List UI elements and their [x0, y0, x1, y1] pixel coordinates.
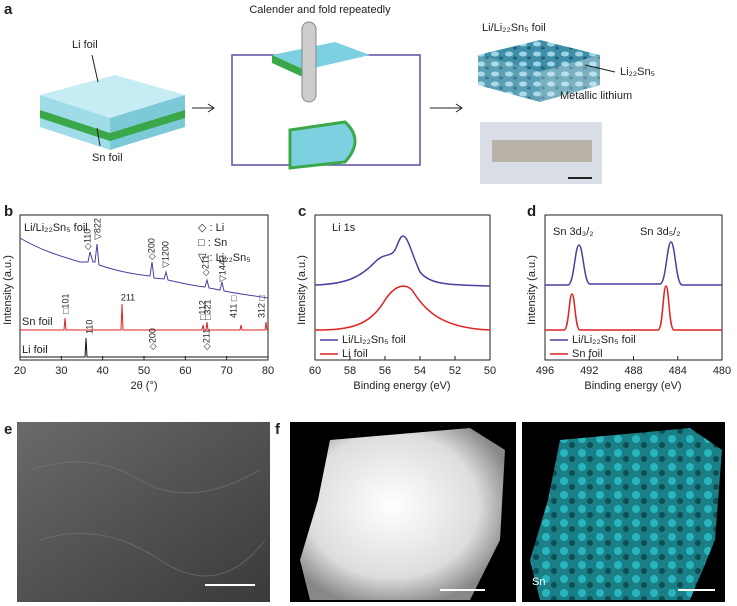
y-label: Intensity (a.u.): [526, 255, 538, 325]
peak-label: □321: [202, 300, 212, 320]
x-tick-label: 492: [580, 365, 598, 377]
plot-frame: [19, 214, 269, 361]
x-tick-label: 20: [14, 365, 26, 377]
x-tick-label: 52: [449, 365, 461, 377]
x-tick-label: 58: [344, 365, 356, 377]
panel-label: c: [298, 203, 306, 220]
x-tick-label: 484: [669, 365, 687, 377]
x-tick-label: 80: [262, 365, 274, 377]
plot-frame: [314, 214, 491, 361]
peak-label: ◇211: [201, 329, 211, 350]
peak-label: Sn 3d₃/₂: [553, 226, 594, 238]
element-label: Sn: [532, 576, 545, 588]
calender: [272, 21, 370, 103]
peak-label: 312 □: [256, 294, 266, 318]
peak-label: 211: [121, 292, 135, 302]
trace-label: Sn foil: [22, 316, 53, 328]
xps-trace: [314, 285, 491, 331]
x-label: Binding energy (eV): [353, 380, 450, 392]
text: Li₂₂Sn₅: [620, 66, 655, 78]
text: Li foil: [72, 39, 98, 51]
text: Sn foil: [92, 152, 123, 164]
x-tick-label: 56: [379, 365, 391, 377]
xps-trace: [545, 285, 722, 331]
y-label: Intensity (a.u.): [296, 255, 308, 325]
legend-entry: Sn foil: [572, 348, 603, 360]
x-tick-label: 60: [179, 365, 191, 377]
legend-entry: Li foil: [342, 348, 368, 360]
sem-image: [17, 422, 270, 602]
particle: [300, 428, 505, 600]
peak-label: ◇110: [82, 229, 92, 250]
xps-trace: [314, 235, 491, 287]
panel-label: b: [4, 203, 13, 220]
xps-trace: [545, 241, 722, 286]
trace-label: Li/Li₂₂Sn₅ foil: [24, 222, 88, 234]
x-tick-label: 60: [309, 365, 321, 377]
peak-label: ◇200: [146, 238, 156, 260]
panel-label: a: [4, 1, 13, 18]
pointer: [584, 64, 616, 73]
x-tick-label: 70: [221, 365, 233, 377]
xrd-trace: [20, 337, 268, 358]
peak-label: □112: [197, 300, 207, 320]
legend-entry: ▽ : Li₂₂Sn₅: [198, 252, 251, 264]
peak-label: □101: [60, 294, 70, 314]
folded-foil: [288, 120, 357, 170]
peak-label: 110: [84, 320, 94, 334]
peak-label: ◇200: [147, 328, 157, 350]
x-tick-label: 488: [624, 365, 642, 377]
text: Li/Li₂₂Sn₅ foil: [482, 22, 546, 34]
x-tick-label: 54: [414, 365, 426, 377]
arrow: [192, 103, 215, 113]
texture: [29, 461, 266, 577]
pointer: [91, 54, 99, 83]
x-tick-label: 30: [55, 365, 67, 377]
panel-label: d: [527, 203, 536, 220]
panel-label: e: [4, 421, 12, 438]
legend-entry: ◇ : Li: [198, 222, 224, 234]
text: Metallic lithium: [560, 90, 632, 102]
xrd-trace: [19, 237, 269, 299]
legend-entry: Li/Li₂₂Sn₅ foil: [572, 334, 636, 346]
peak-label: ▽1200: [160, 241, 170, 268]
peak-label: ◇211: [200, 255, 210, 276]
trace-label: Li foil: [22, 344, 48, 356]
text: Calender and fold repeatedly: [249, 4, 391, 16]
pointer: [96, 127, 101, 147]
panel-label: f: [275, 421, 281, 438]
x-label: 2θ (°): [130, 380, 157, 392]
peak-label: Li 1s: [332, 222, 356, 234]
x-tick-label: 480: [713, 365, 731, 377]
peak-label: 411 □: [228, 295, 238, 318]
particle-map: [530, 428, 722, 600]
peak-label: ▽1442: [217, 255, 227, 282]
y-label: Intensity (a.u.): [2, 255, 14, 325]
peak-label: ▽822: [92, 218, 102, 240]
arrow: [430, 103, 463, 113]
composite-block: [478, 40, 600, 102]
x-tick-label: 50: [484, 365, 496, 377]
xrd-trace: [20, 303, 268, 331]
x-tick-label: 496: [536, 365, 554, 377]
legend-entry: □ : Sn: [198, 237, 227, 249]
x-tick-label: 50: [138, 365, 150, 377]
x-tick-label: 40: [97, 365, 109, 377]
peak-label: Sn 3d₅/₂: [640, 226, 681, 238]
foil-stack: [40, 75, 185, 150]
legend-entry: Li/Li₂₂Sn₅ foil: [342, 334, 406, 346]
photo-foil: [492, 140, 592, 162]
x-label: Binding energy (eV): [584, 380, 681, 392]
